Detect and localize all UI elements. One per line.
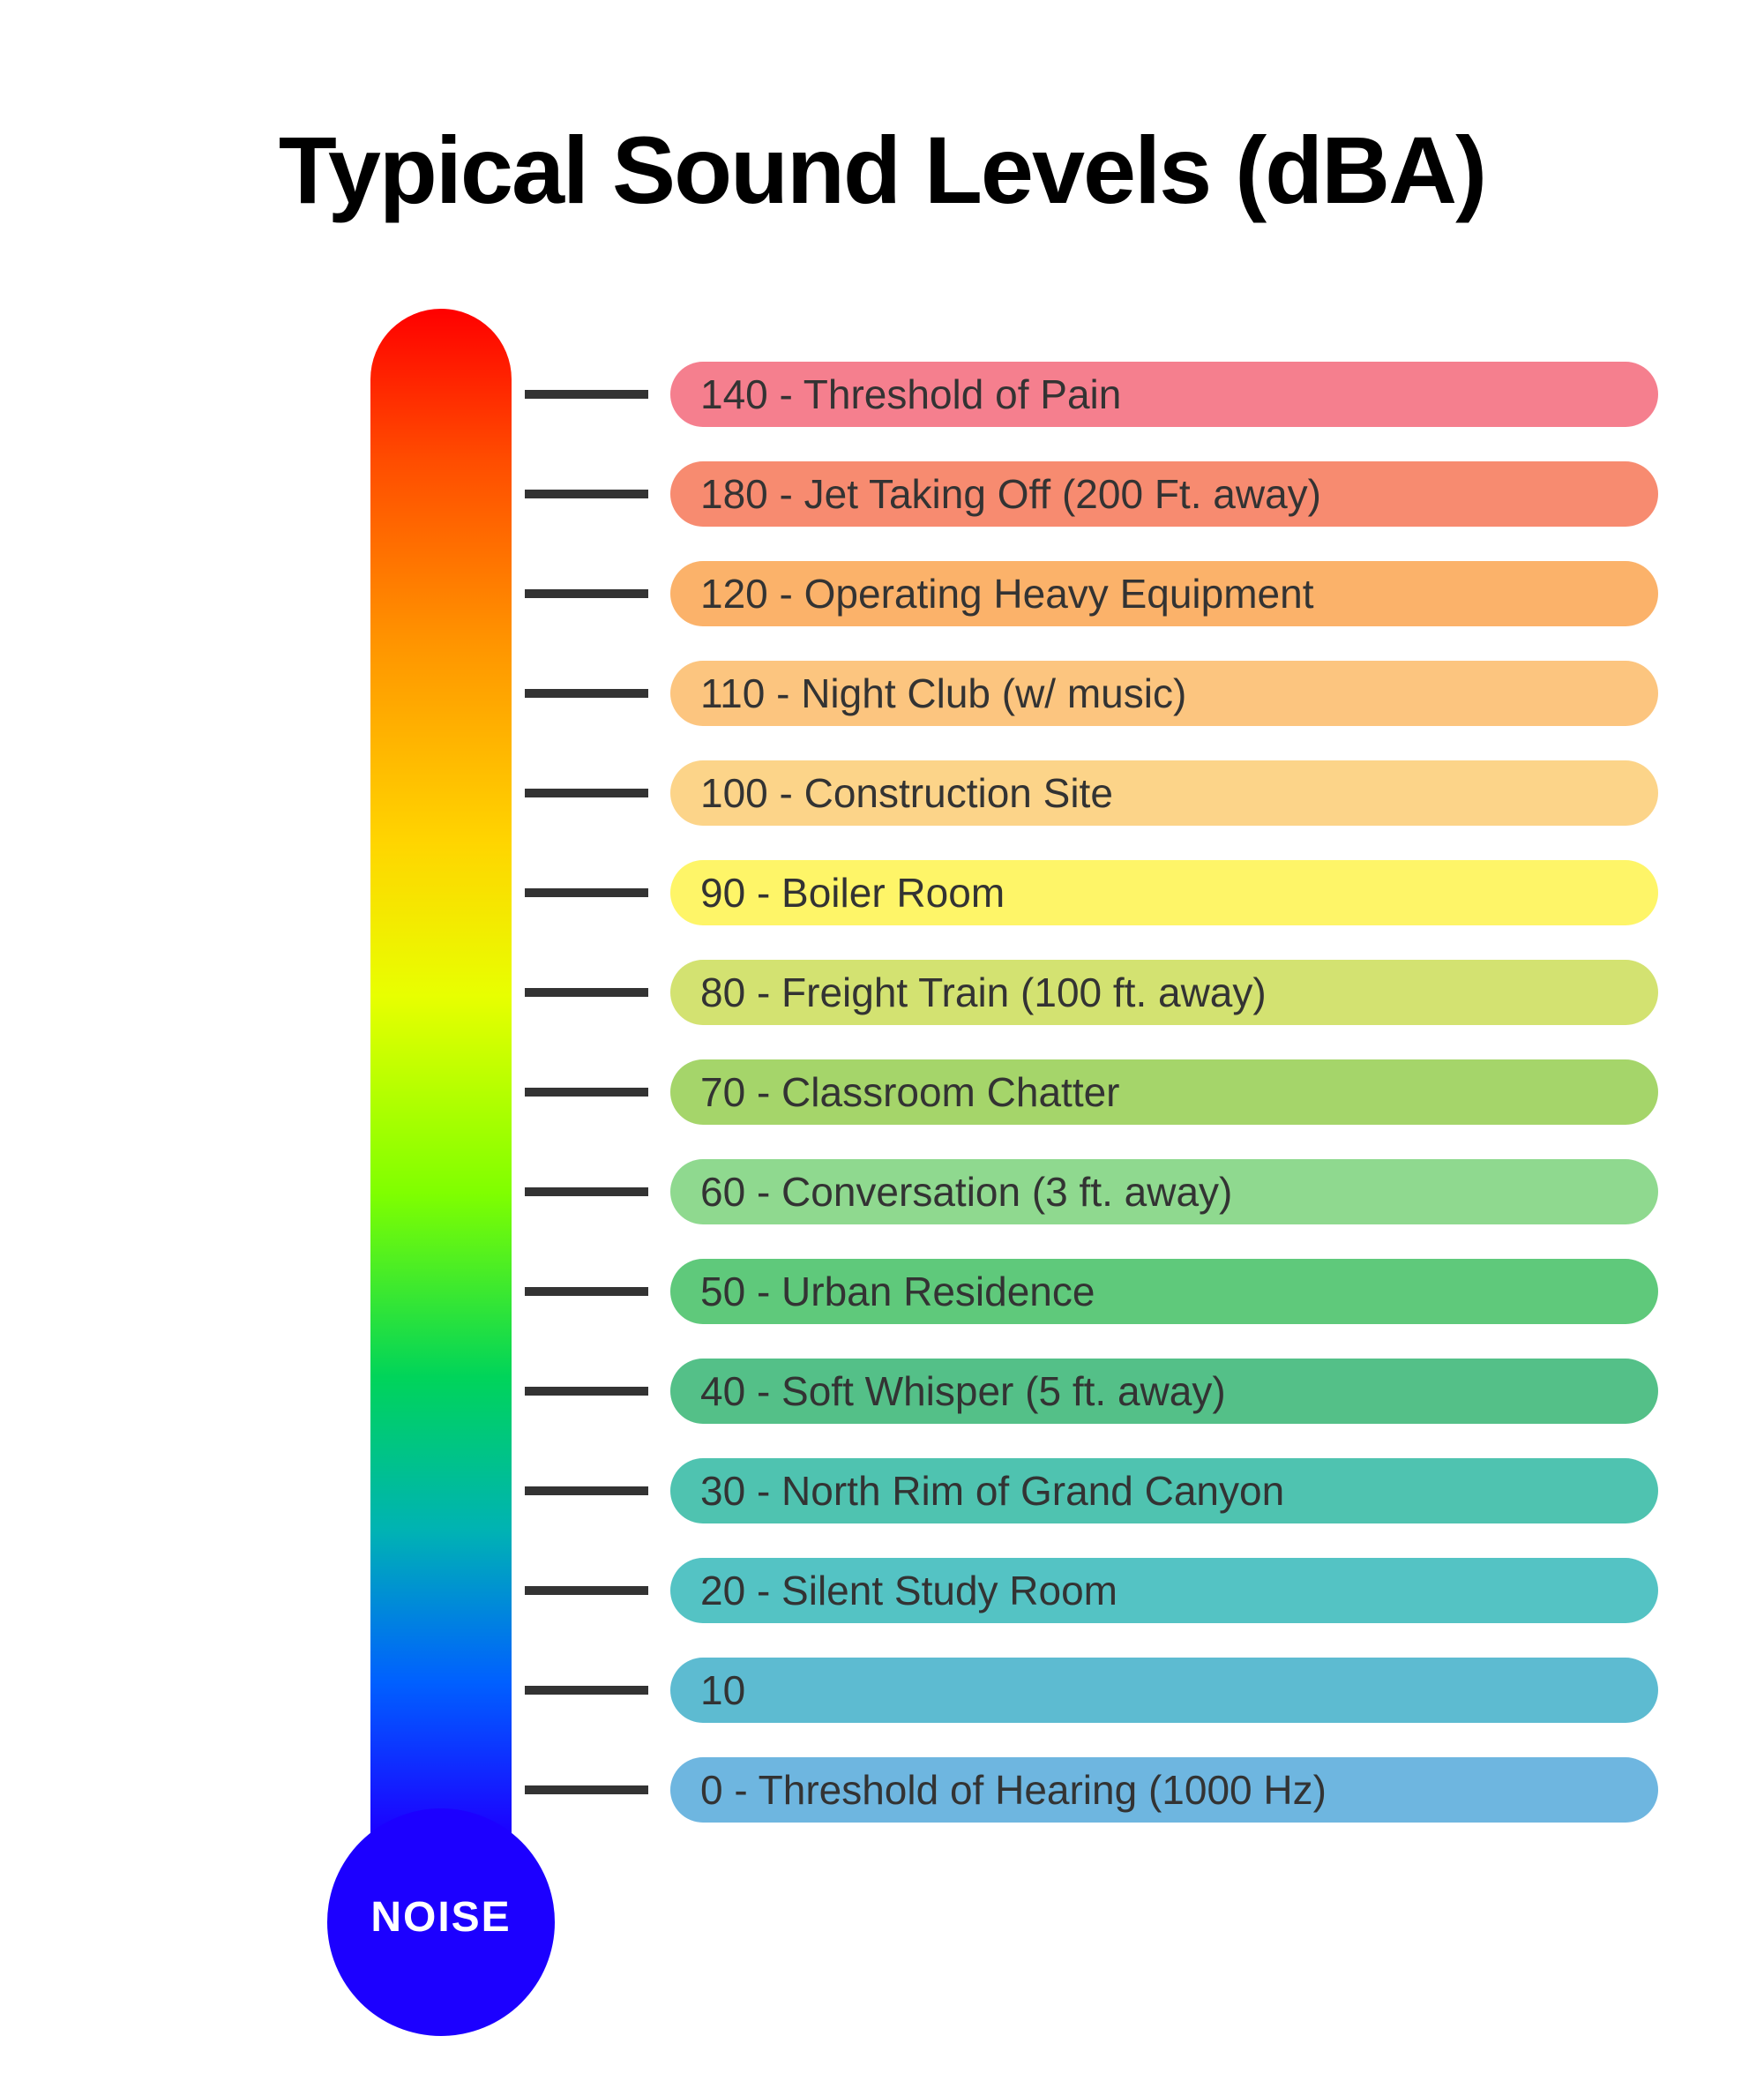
scale-tick [525,988,648,997]
level-pill: 60 - Conversation (3 ft. away) [670,1159,1658,1224]
scale-tick [525,490,648,498]
level-pill: 50 - Urban Residence [670,1259,1658,1324]
level-pill: 110 - Night Club (w/ music) [670,661,1658,726]
level-label: 90 - Boiler Room [700,869,1005,917]
page-title: Typical Sound Levels (dBA) [0,115,1764,225]
level-pill: 100 - Construction Site [670,760,1658,826]
level-label: 60 - Conversation (3 ft. away) [700,1168,1232,1216]
level-label: 40 - Soft Whisper (5 ft. away) [700,1367,1226,1415]
level-label: 0 - Threshold of Hearing (1000 Hz) [700,1766,1327,1814]
level-pill: 140 - Threshold of Pain [670,362,1658,427]
scale-tick [525,1486,648,1495]
level-label: 140 - Threshold of Pain [700,371,1121,418]
level-label: 20 - Silent Study Room [700,1567,1117,1614]
scale-tick [525,689,648,698]
level-label: 10 [700,1666,745,1714]
level-label: 120 - Operating Heavy Equipment [700,570,1314,618]
scale-tick [525,1686,648,1695]
level-label: 100 - Construction Site [700,769,1113,817]
scale-tick [525,1088,648,1097]
level-pill: 10 [670,1658,1658,1723]
scale-tick [525,589,648,598]
scale-tick [525,789,648,797]
bulb-label: NOISE [327,1893,555,1942]
level-label: 180 - Jet Taking Off (200 Ft. away) [700,470,1321,518]
level-pill: 30 - North Rim of Grand Canyon [670,1458,1658,1523]
level-pill: 80 - Freight Train (100 ft. away) [670,960,1658,1025]
level-label: 30 - North Rim of Grand Canyon [700,1467,1284,1515]
level-pill: 0 - Threshold of Hearing (1000 Hz) [670,1757,1658,1823]
level-label: 80 - Freight Train (100 ft. away) [700,969,1267,1016]
scale-tick [525,390,648,399]
level-label: 70 - Classroom Chatter [700,1068,1120,1116]
scale-tick [525,1586,648,1595]
thermometer-tube [370,309,512,1835]
scale-tick [525,888,648,897]
level-pill: 20 - Silent Study Room [670,1558,1658,1623]
scale-tick [525,1187,648,1196]
level-label: 110 - Night Club (w/ music) [700,670,1186,717]
level-pill: 40 - Soft Whisper (5 ft. away) [670,1359,1658,1424]
scale-tick [525,1287,648,1296]
scale-tick [525,1785,648,1794]
level-pill: 70 - Classroom Chatter [670,1059,1658,1125]
level-pill: 180 - Jet Taking Off (200 Ft. away) [670,461,1658,527]
level-pill: 90 - Boiler Room [670,860,1658,925]
level-label: 50 - Urban Residence [700,1268,1095,1315]
scale-tick [525,1387,648,1396]
level-pill: 120 - Operating Heavy Equipment [670,561,1658,626]
